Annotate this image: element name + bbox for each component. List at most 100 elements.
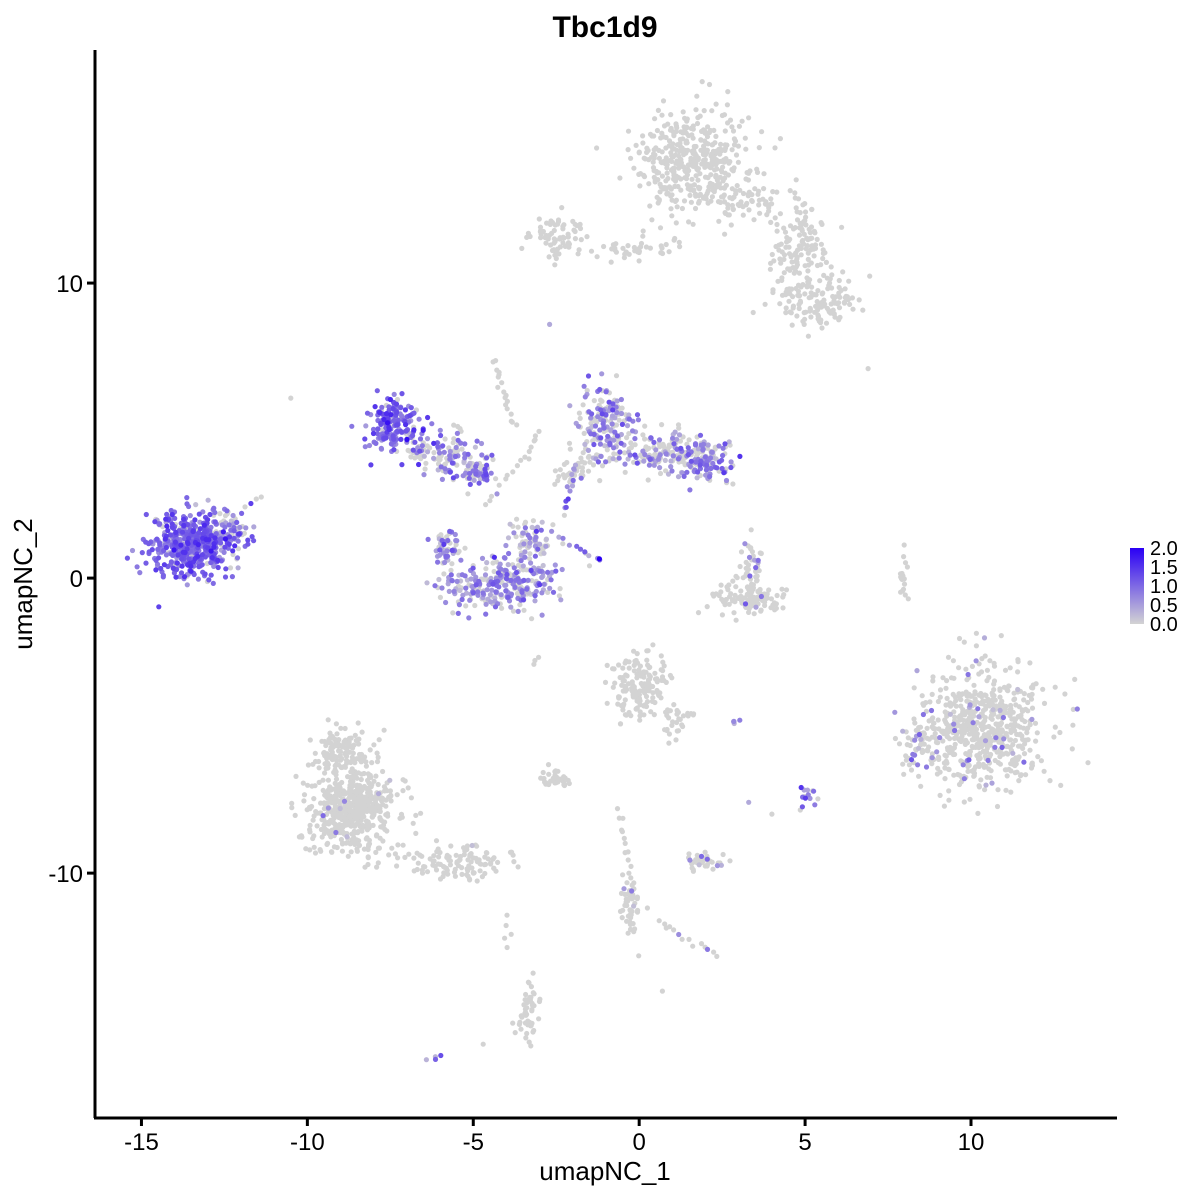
scatter-point [941, 803, 948, 809]
scatter-point [1019, 708, 1026, 714]
scatter-point [317, 847, 323, 853]
scatter-point [332, 780, 338, 787]
scatter-point [796, 301, 802, 308]
scatter-point [391, 417, 397, 424]
scatter-point [513, 534, 519, 540]
scatter-point [473, 463, 479, 470]
scatter-point [676, 425, 682, 431]
scatter-point [624, 918, 630, 924]
scatter-point [465, 451, 471, 457]
scatter-point [365, 861, 371, 868]
scatter-point [714, 465, 720, 471]
scatter-point [973, 726, 980, 732]
scatter-point [354, 848, 360, 854]
scatter-point [778, 260, 784, 266]
scatter-point [713, 101, 719, 107]
scatter-point [758, 607, 764, 613]
scatter-point [818, 304, 824, 310]
scatter-point [737, 717, 743, 723]
scatter-point [508, 577, 514, 584]
scatter-point [331, 769, 337, 776]
scatter-point [665, 471, 672, 477]
scatter-point [664, 191, 670, 197]
scatter-point [541, 550, 547, 556]
scatter-point [342, 764, 348, 770]
scatter-point [686, 936, 692, 943]
scatter-point [710, 460, 716, 466]
scatter-point [307, 822, 313, 828]
scatter-point [928, 707, 935, 714]
scatter-point [962, 741, 969, 748]
scatter-point [691, 711, 697, 717]
scatter-point [737, 453, 743, 459]
scatter-point [550, 775, 556, 781]
scatter-point [946, 797, 952, 803]
scatter-point [473, 574, 479, 580]
scatter-point [781, 256, 787, 262]
scatter-point [727, 117, 734, 123]
scatter-point [707, 127, 714, 134]
scatter-point [513, 569, 520, 576]
scatter-point [319, 738, 325, 744]
scatter-point [892, 709, 898, 715]
scatter-point [687, 192, 693, 198]
scatter-point [794, 209, 800, 215]
scatter-point [203, 536, 209, 543]
scatter-point [553, 768, 559, 774]
scatter-point [716, 459, 723, 465]
scatter-point [463, 603, 469, 609]
scatter-point [746, 593, 753, 599]
scatter-point [702, 160, 709, 166]
scatter-point [546, 254, 552, 260]
scatter-point [362, 444, 368, 450]
scatter-point [223, 566, 229, 572]
scatter-point [289, 805, 295, 811]
scatter-point [226, 541, 232, 547]
scatter-point [578, 475, 584, 481]
scatter-point [1017, 731, 1023, 737]
scatter-point [619, 421, 626, 427]
scatter-point [443, 553, 449, 560]
scatter-point [537, 541, 543, 547]
scatter-point [805, 256, 811, 262]
scatter-point [153, 567, 159, 573]
scatter-point [571, 227, 577, 233]
scatter-point [210, 580, 216, 587]
scatter-point [768, 260, 774, 266]
scatter-point [762, 301, 768, 307]
scatter-point [491, 568, 497, 575]
scatter-point [754, 577, 760, 583]
scatter-point [209, 555, 215, 561]
scatter-point [347, 807, 353, 813]
scatter-point [521, 577, 527, 584]
scatter-point [395, 842, 401, 848]
scatter-point [935, 765, 941, 772]
scatter-point [504, 944, 510, 951]
scatter-point [199, 552, 205, 558]
scatter-point [657, 189, 663, 195]
scatter-point [610, 401, 616, 407]
scatter-point [661, 123, 668, 129]
scatter-point [207, 511, 213, 518]
scatter-point [729, 147, 735, 153]
scatter-point [399, 391, 405, 397]
scatter-point [590, 462, 597, 468]
scatter-point [611, 451, 617, 457]
scatter-point [674, 158, 680, 164]
scatter-point [912, 720, 918, 726]
scatter-point [603, 389, 609, 395]
scatter-point [350, 750, 356, 756]
scatter-point [1070, 706, 1076, 713]
scatter-point [617, 721, 624, 727]
scatter-point [721, 112, 728, 118]
scatter-point [720, 599, 727, 605]
scatter-point [632, 694, 638, 700]
scatter-point [502, 555, 508, 561]
scatter-point [483, 601, 489, 607]
scatter-point [795, 196, 802, 202]
scatter-point [349, 423, 355, 429]
scatter-point [582, 460, 588, 466]
scatter-point [484, 462, 490, 468]
scatter-point [503, 922, 509, 929]
scatter-point [1007, 713, 1013, 719]
